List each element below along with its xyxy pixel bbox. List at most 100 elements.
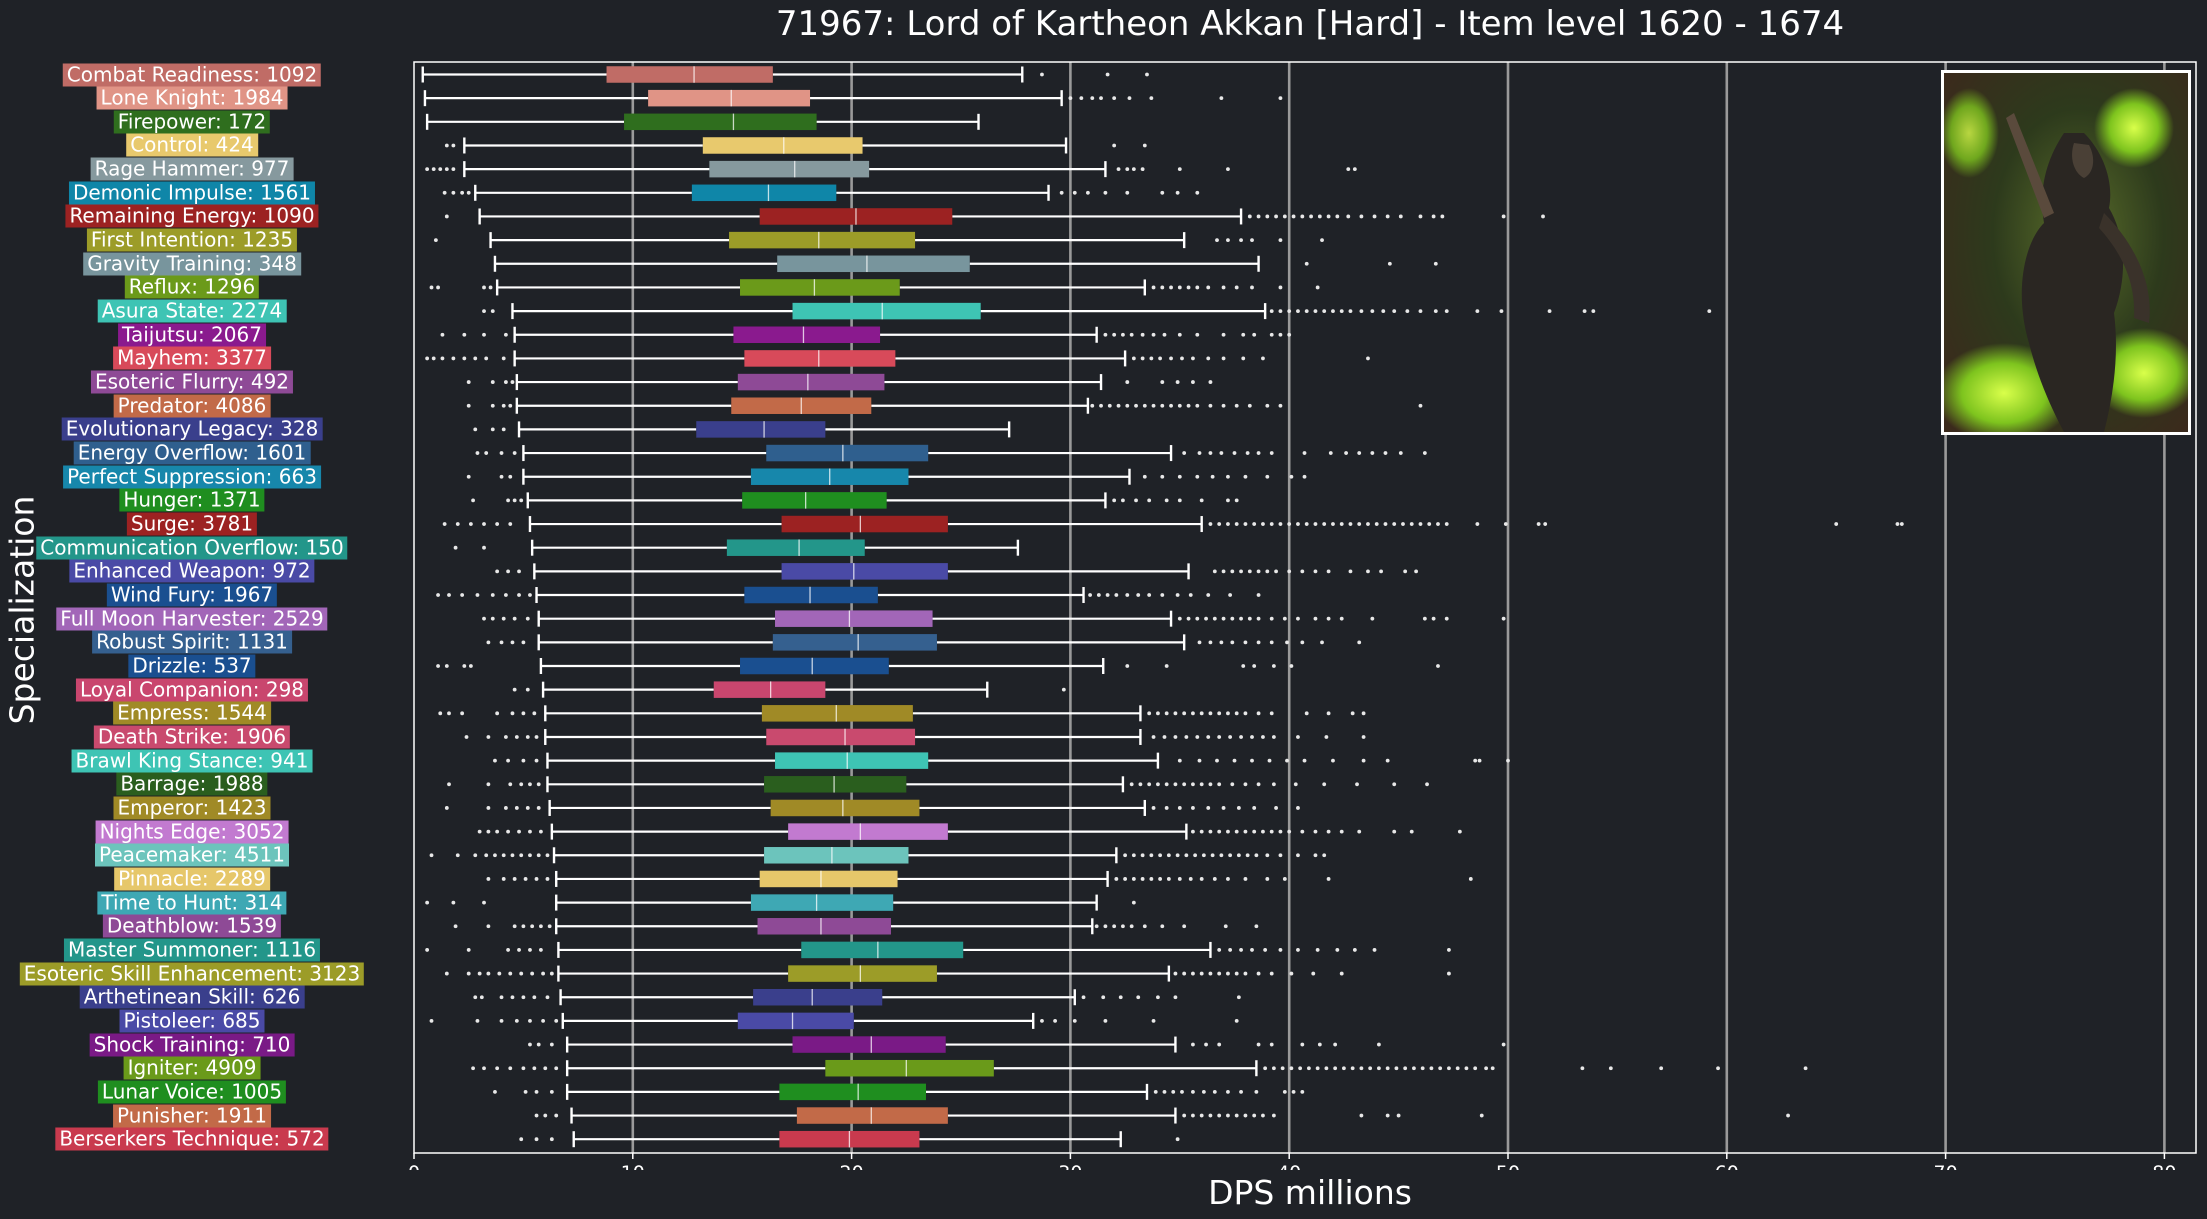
outlier-point: [517, 569, 521, 574]
outlier-point: [1591, 309, 1596, 313]
outlier-point: [1239, 948, 1243, 952]
outlier-point: [1339, 616, 1344, 621]
outlier-point: [521, 758, 526, 763]
outlier-point: [477, 829, 482, 834]
x-tick-label-60: 60: [1715, 1162, 1739, 1170]
outlier-point: [1309, 214, 1313, 219]
outlier-point: [425, 356, 430, 361]
outlier-point: [482, 332, 486, 337]
outlier-point: [1455, 1066, 1460, 1071]
outlier-point: [438, 167, 443, 172]
outlier-point: [1357, 451, 1362, 455]
outlier-point: [444, 167, 449, 172]
outlier-point: [1177, 616, 1182, 621]
outlier-point: [1217, 711, 1222, 716]
outlier-point: [1129, 782, 1134, 787]
outlier-point: [1195, 332, 1200, 337]
outlier-point: [1313, 853, 1318, 858]
outlier-point: [1208, 640, 1213, 645]
outlier-point: [1243, 474, 1248, 479]
outlier-point: [1256, 593, 1261, 597]
outlier-point: [512, 498, 517, 503]
outlier-point: [1475, 309, 1480, 313]
outlier-point: [1221, 569, 1226, 574]
outlier-point: [1195, 190, 1200, 195]
outlier-point: [1501, 616, 1506, 621]
spec-label: Predator: 4086: [113, 394, 271, 418]
outlier-point: [1217, 948, 1222, 952]
outlier-point: [1151, 806, 1156, 810]
iqr-box: [757, 918, 891, 935]
outlier-point: [1372, 948, 1377, 952]
outlier-point: [1210, 853, 1215, 858]
outlier-point: [1490, 1066, 1495, 1071]
outlier-point: [503, 806, 508, 810]
iqr-box: [733, 326, 881, 344]
outlier-point: [1436, 522, 1440, 526]
outlier-point: [1256, 711, 1261, 716]
outlier-point: [495, 569, 500, 574]
outlier-point: [1350, 711, 1355, 716]
outlier-point: [541, 1019, 545, 1023]
outlier-point: [1278, 403, 1283, 408]
outlier-point: [534, 1113, 539, 1118]
outlier-point: [486, 735, 491, 739]
outlier-point: [503, 380, 508, 384]
outlier-point: [466, 380, 471, 384]
outlier-point: [1061, 687, 1066, 692]
outlier-point: [1374, 522, 1379, 526]
spec-label: Punisher: 1911: [113, 1104, 271, 1128]
outlier-point: [1191, 1042, 1195, 1047]
outlier-point: [1444, 522, 1449, 526]
outlier-point: [455, 853, 460, 858]
outlier-point: [1256, 569, 1261, 574]
outlier-point: [1280, 1066, 1285, 1071]
outlier-point: [1265, 853, 1270, 858]
box-group-40: [429, 1012, 1239, 1030]
outlier-point: [1265, 569, 1270, 574]
outlier-point: [1140, 356, 1145, 361]
x-axis-ticks: 0 10 20 30 40 50 60 70 80: [408, 1153, 2176, 1170]
outlier-point: [1191, 1089, 1195, 1094]
outlier-point: [1245, 451, 1250, 455]
outlier-point: [1188, 593, 1193, 597]
outlier-point: [1175, 593, 1180, 597]
outlier-point: [517, 829, 521, 834]
outlier-point: [1221, 616, 1226, 621]
outlier-point: [1177, 498, 1182, 503]
outlier-point: [429, 853, 434, 858]
spec-label: Rage Hammer: 977: [90, 157, 294, 181]
outlier-point: [1447, 1066, 1451, 1071]
spec-label: Pinnacle: 2289: [114, 867, 270, 891]
outlier-point: [1149, 877, 1154, 881]
outlier-point: [1160, 924, 1165, 929]
outlier-point: [1195, 616, 1200, 621]
outlier-point: [1396, 1113, 1401, 1118]
outlier-point: [1230, 616, 1235, 621]
outlier-point: [1164, 664, 1169, 668]
outlier-point: [1296, 309, 1300, 313]
outlier-point: [1131, 356, 1136, 361]
outlier-point: [1193, 853, 1198, 858]
outlier-point: [1447, 971, 1451, 976]
outlier-point: [519, 498, 524, 503]
outlier-point: [495, 711, 500, 716]
outlier-point: [549, 971, 554, 976]
outlier-point: [1457, 829, 1462, 834]
outlier-point: [484, 356, 489, 361]
outlier-point: [1267, 758, 1272, 763]
outlier-point: [1300, 214, 1305, 219]
spec-label: Remaining Energy: 1090: [65, 204, 319, 228]
outlier-point: [1166, 853, 1171, 858]
outlier-point: [1379, 569, 1383, 574]
outlier-point: [519, 853, 524, 858]
outlier-point: [1212, 877, 1217, 881]
outlier-point: [1366, 356, 1370, 361]
outlier-point: [510, 995, 515, 1000]
outlier-point: [1199, 498, 1204, 503]
outlier-point: [1164, 782, 1169, 787]
outlier-point: [1287, 309, 1292, 313]
outlier-point: [1392, 829, 1397, 834]
outlier-point: [442, 522, 447, 526]
iqr-box: [726, 539, 865, 556]
